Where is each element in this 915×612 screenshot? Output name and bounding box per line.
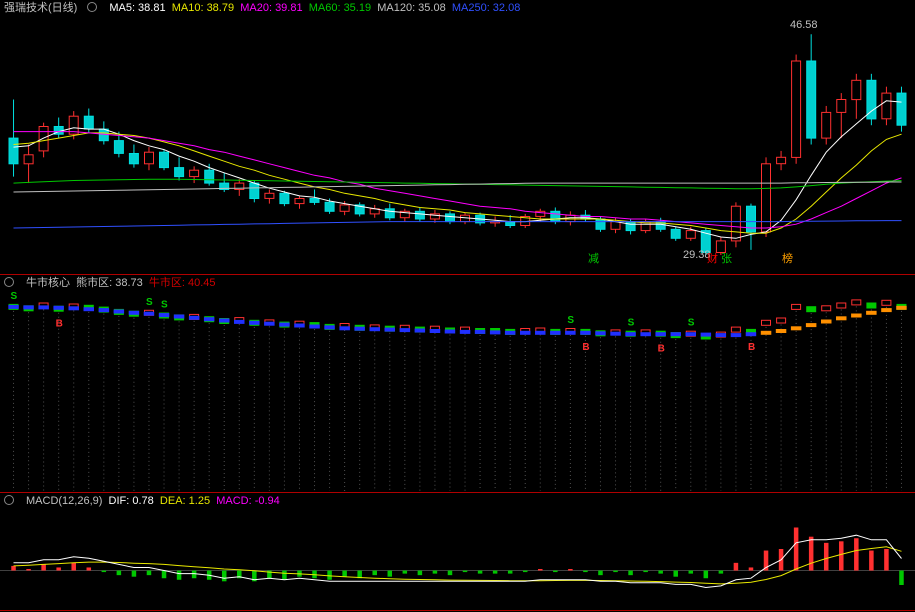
- stock-title: 强瑞技术(日线): [4, 1, 77, 15]
- bull-legend: 牛市核心 熊市区: 38.73 牛市区: 40.45: [26, 276, 216, 290]
- bull-header: 牛市核心 熊市区: 38.73 牛市区: 40.45: [0, 275, 915, 291]
- svg-text:张: 张: [721, 252, 732, 265]
- svg-text:S: S: [688, 318, 695, 329]
- svg-text:B: B: [658, 344, 665, 355]
- macd-header: MACD(12,26,9) DIF: 0.78 DEA: 1.25 MACD: …: [0, 493, 915, 509]
- svg-text:46.58: 46.58: [790, 19, 818, 31]
- svg-text:S: S: [567, 315, 574, 326]
- svg-text:B: B: [56, 319, 63, 330]
- svg-text:榜: 榜: [782, 251, 793, 265]
- toggle-icon[interactable]: [4, 495, 14, 505]
- price-header: 强瑞技术(日线) MA5: 38.81 MA10: 38.79 MA20: 39…: [0, 0, 915, 16]
- svg-text:减: 减: [588, 252, 599, 265]
- svg-text:财: 财: [707, 251, 718, 265]
- macd-chart[interactable]: [0, 493, 915, 610]
- svg-text:B: B: [582, 342, 589, 353]
- toggle-icon[interactable]: [4, 277, 14, 287]
- svg-text:S: S: [146, 297, 153, 308]
- svg-text:S: S: [628, 318, 635, 329]
- svg-text:S: S: [11, 291, 18, 302]
- bull-chart[interactable]: SBSSSBSBSB: [0, 275, 915, 492]
- svg-text:B: B: [748, 342, 755, 353]
- svg-text:S: S: [161, 300, 168, 311]
- price-panel[interactable]: 强瑞技术(日线) MA5: 38.81 MA10: 38.79 MA20: 39…: [0, 0, 915, 275]
- macd-panel[interactable]: MACD(12,26,9) DIF: 0.78 DEA: 1.25 MACD: …: [0, 493, 915, 611]
- bull-panel[interactable]: 牛市核心 熊市区: 38.73 牛市区: 40.45 SBSSSBSBSB: [0, 275, 915, 493]
- price-chart[interactable]: 46.5829.38减财张榜: [0, 0, 915, 274]
- ma-legend: MA5: 38.81 MA10: 38.79 MA20: 39.81 MA60:…: [109, 1, 520, 15]
- macd-legend: MACD(12,26,9) DIF: 0.78 DEA: 1.25 MACD: …: [26, 494, 280, 508]
- toggle-icon[interactable]: [87, 2, 97, 12]
